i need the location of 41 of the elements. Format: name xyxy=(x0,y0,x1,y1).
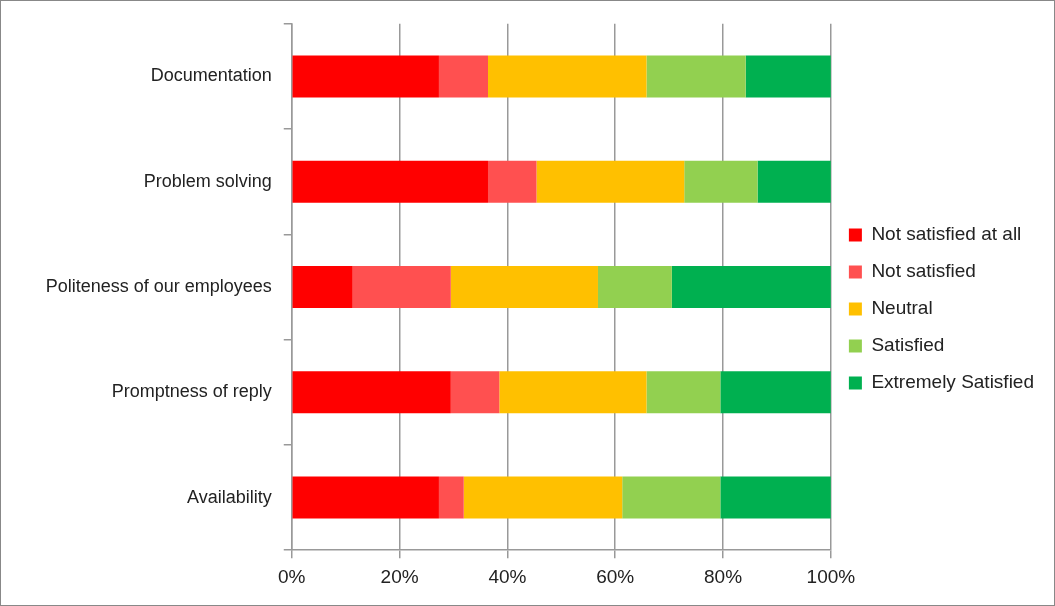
x-tick-label: 100% xyxy=(806,565,856,587)
legend-label: Not satisfied xyxy=(871,260,976,282)
bar xyxy=(438,476,464,519)
bar xyxy=(292,160,488,203)
x-tick-label: 80% xyxy=(704,565,743,587)
bar xyxy=(292,476,439,519)
y-tick-label: Politeness of our employees xyxy=(45,275,272,296)
x-tick-label: 20% xyxy=(380,565,419,587)
x-tick-label: 0% xyxy=(278,565,306,587)
legend-label: Satisfied xyxy=(871,334,945,356)
bar xyxy=(684,160,758,203)
y-tick-label: Availability xyxy=(187,486,272,507)
bar xyxy=(622,476,721,519)
bar xyxy=(720,371,831,414)
bar xyxy=(463,476,623,519)
legend-label: Extremely Satisfied xyxy=(871,371,1035,393)
bar xyxy=(450,371,500,414)
bar xyxy=(646,55,746,98)
y-tick-label: Promptness of reply xyxy=(111,381,272,402)
bar xyxy=(488,55,647,98)
bar xyxy=(292,55,439,98)
bar xyxy=(450,265,598,309)
bar xyxy=(720,476,831,519)
legend-label: Not satisfied at all xyxy=(871,223,1022,245)
bar xyxy=(646,371,721,414)
bar xyxy=(745,55,831,98)
x-tick-label: 60% xyxy=(596,565,635,587)
bar xyxy=(292,265,353,309)
bar xyxy=(671,265,831,309)
bar xyxy=(536,160,685,203)
bar xyxy=(488,160,537,203)
bar xyxy=(352,265,451,309)
y-tick-label: Documentation xyxy=(150,65,272,86)
y-tick-label: Problem solving xyxy=(143,170,272,191)
bar xyxy=(438,55,488,98)
bar xyxy=(757,160,831,203)
bar xyxy=(292,371,451,414)
legend-label: Neutral xyxy=(871,297,933,319)
bar xyxy=(597,265,672,309)
x-tick-label: 40% xyxy=(488,565,527,587)
bar xyxy=(499,371,647,414)
